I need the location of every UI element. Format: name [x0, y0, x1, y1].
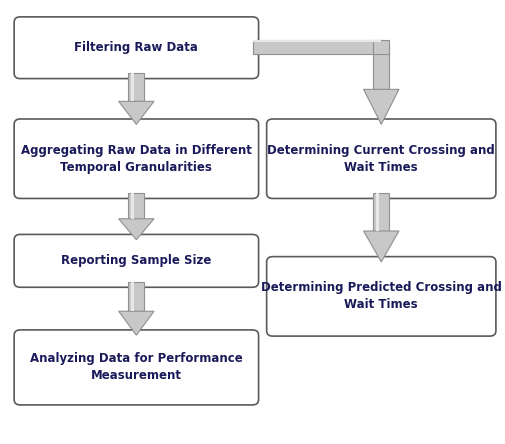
Polygon shape	[128, 282, 144, 311]
Polygon shape	[373, 193, 389, 231]
Text: Reporting Sample Size: Reporting Sample Size	[61, 254, 212, 267]
Polygon shape	[252, 40, 381, 42]
Polygon shape	[119, 101, 154, 124]
FancyBboxPatch shape	[14, 330, 259, 405]
Polygon shape	[373, 40, 389, 54]
Polygon shape	[252, 40, 381, 54]
Polygon shape	[119, 311, 154, 335]
Polygon shape	[119, 219, 154, 240]
Text: Determining Current Crossing and
Wait Times: Determining Current Crossing and Wait Ti…	[268, 144, 495, 174]
FancyBboxPatch shape	[14, 17, 259, 79]
Text: Filtering Raw Data: Filtering Raw Data	[74, 41, 198, 54]
Polygon shape	[131, 193, 134, 219]
Text: Aggregating Raw Data in Different
Temporal Granularities: Aggregating Raw Data in Different Tempor…	[21, 144, 252, 174]
FancyBboxPatch shape	[267, 257, 496, 336]
Polygon shape	[128, 73, 144, 101]
Polygon shape	[364, 231, 399, 262]
Text: Determining Predicted Crossing and
Wait Times: Determining Predicted Crossing and Wait …	[261, 281, 501, 311]
FancyBboxPatch shape	[14, 234, 259, 287]
Polygon shape	[131, 282, 134, 311]
FancyBboxPatch shape	[14, 119, 259, 198]
Text: Analyzing Data for Performance
Measurement: Analyzing Data for Performance Measureme…	[30, 353, 243, 382]
FancyBboxPatch shape	[267, 119, 496, 198]
Polygon shape	[376, 193, 379, 231]
Polygon shape	[373, 47, 389, 89]
Polygon shape	[128, 193, 144, 219]
Polygon shape	[131, 73, 134, 101]
Polygon shape	[364, 89, 399, 124]
